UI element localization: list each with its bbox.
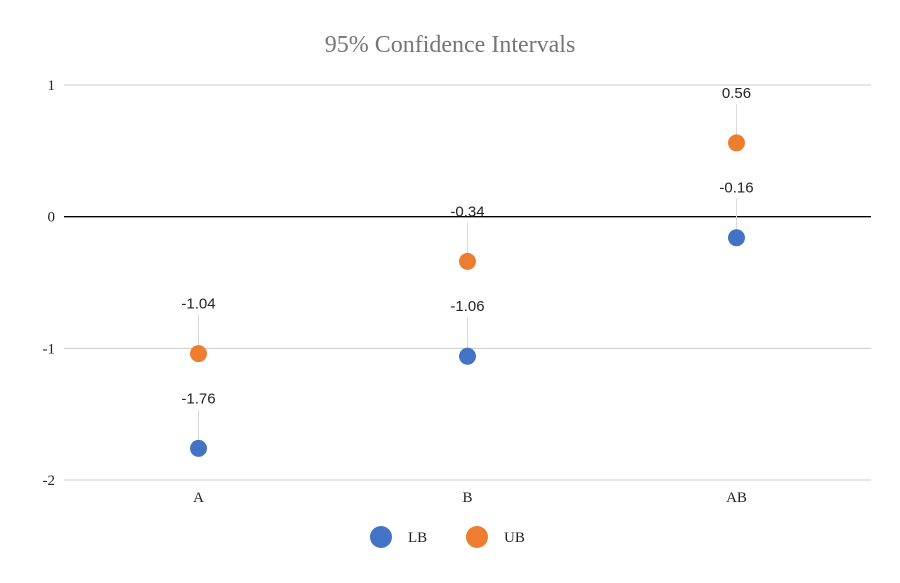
x-axis-ticks: A B AB	[193, 490, 747, 506]
y-tick-label: -2	[43, 473, 56, 489]
data-label: -0.34	[450, 203, 484, 220]
data-label-leaders	[198, 103, 737, 441]
x-tick-label: B	[462, 490, 472, 506]
data-points	[190, 134, 745, 457]
gridlines	[64, 84, 871, 481]
chart-title: 95% Confidence Intervals	[325, 32, 576, 58]
data-label: 0.56	[722, 85, 751, 102]
y-axis-ticks: 1 0 -1 -2	[43, 78, 56, 489]
legend-marker-ub	[466, 526, 488, 548]
legend-marker-lb	[370, 526, 392, 548]
data-point-ub	[459, 252, 476, 270]
data-label: -1.06	[450, 298, 484, 315]
legend-label: UB	[504, 530, 525, 546]
data-label: -1.04	[181, 296, 215, 313]
data-point-ub	[190, 345, 207, 363]
legend-label: LB	[408, 530, 427, 546]
data-label: -0.16	[719, 180, 753, 197]
data-point-lb	[728, 229, 745, 247]
data-point-ub	[728, 134, 745, 152]
data-point-lb	[459, 347, 476, 365]
x-tick-label: AB	[726, 490, 747, 506]
y-tick-label: 0	[48, 210, 56, 226]
legend: LB UB	[370, 526, 525, 548]
y-tick-label: 1	[48, 78, 56, 94]
data-labels: -1.76 -1.06 -0.16 -1.04 -0.34 0.56	[181, 85, 753, 407]
x-tick-label: A	[193, 490, 204, 506]
y-tick-label: -1	[43, 341, 56, 357]
data-label: -1.76	[181, 390, 215, 407]
data-point-lb	[190, 439, 207, 457]
